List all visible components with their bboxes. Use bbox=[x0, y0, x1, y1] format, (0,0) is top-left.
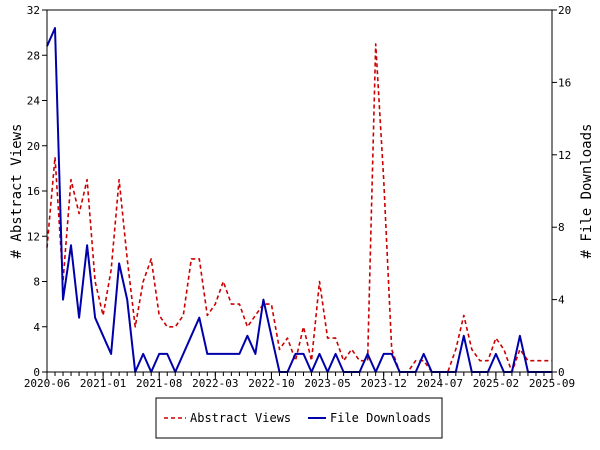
legend: Abstract Views File Downloads bbox=[155, 397, 443, 439]
x-tick-label: 2023-05 bbox=[304, 377, 350, 390]
series-line-abstract-views bbox=[46, 43, 552, 373]
x-tick-label: 2020-06 bbox=[24, 377, 70, 390]
y2-tick-label: 8 bbox=[558, 221, 565, 234]
y-tick-label: 16 bbox=[27, 185, 40, 198]
y-axis-title: # Abstract Views bbox=[9, 124, 25, 259]
tick-labels: 0 4 8 12 16 20 24 28 32 0 4 8 12 16 20 2020-06 2021-01 20… bbox=[24, 4, 575, 390]
axis-ticks bbox=[42, 9, 557, 379]
series-lines bbox=[46, 27, 552, 373]
series-line-file-downloads bbox=[46, 27, 552, 373]
x-tick-label: 2021-08 bbox=[136, 377, 182, 390]
legend-box bbox=[155, 397, 443, 439]
y2-tick-label: 20 bbox=[558, 4, 571, 17]
y-tick-label: 20 bbox=[27, 140, 40, 153]
x-tick-label: 2021-01 bbox=[80, 377, 126, 390]
x-tick-label: 2022-03 bbox=[192, 377, 238, 390]
y-tick-label: 28 bbox=[27, 49, 40, 62]
y2-tick-label: 12 bbox=[558, 149, 571, 162]
y-tick-label: 8 bbox=[33, 276, 40, 289]
y2-tick-label: 16 bbox=[558, 76, 571, 89]
y-tick-label: 24 bbox=[27, 95, 41, 108]
legend-label-abstract-views: Abstract Views bbox=[190, 411, 291, 425]
y2-tick-label: 0 bbox=[558, 366, 565, 379]
y-tick-label: 32 bbox=[27, 4, 40, 17]
x-tick-label: 2024-07 bbox=[417, 377, 463, 390]
y2-axis-title: # File Downloads bbox=[579, 124, 595, 259]
legend-label-file-downloads: File Downloads bbox=[330, 411, 431, 425]
x-tick-label: 2023-12 bbox=[360, 377, 406, 390]
y-tick-label: 12 bbox=[27, 230, 40, 243]
y-tick-label: 4 bbox=[33, 321, 40, 334]
y2-tick-label: 4 bbox=[558, 294, 565, 307]
x-tick-label: 2025-02 bbox=[473, 377, 519, 390]
x-tick-label: 2022-10 bbox=[248, 377, 294, 390]
x-tick-label: 2025-09 bbox=[529, 377, 575, 390]
y-tick-label: 0 bbox=[33, 366, 40, 379]
plot-area-frame bbox=[46, 9, 553, 373]
